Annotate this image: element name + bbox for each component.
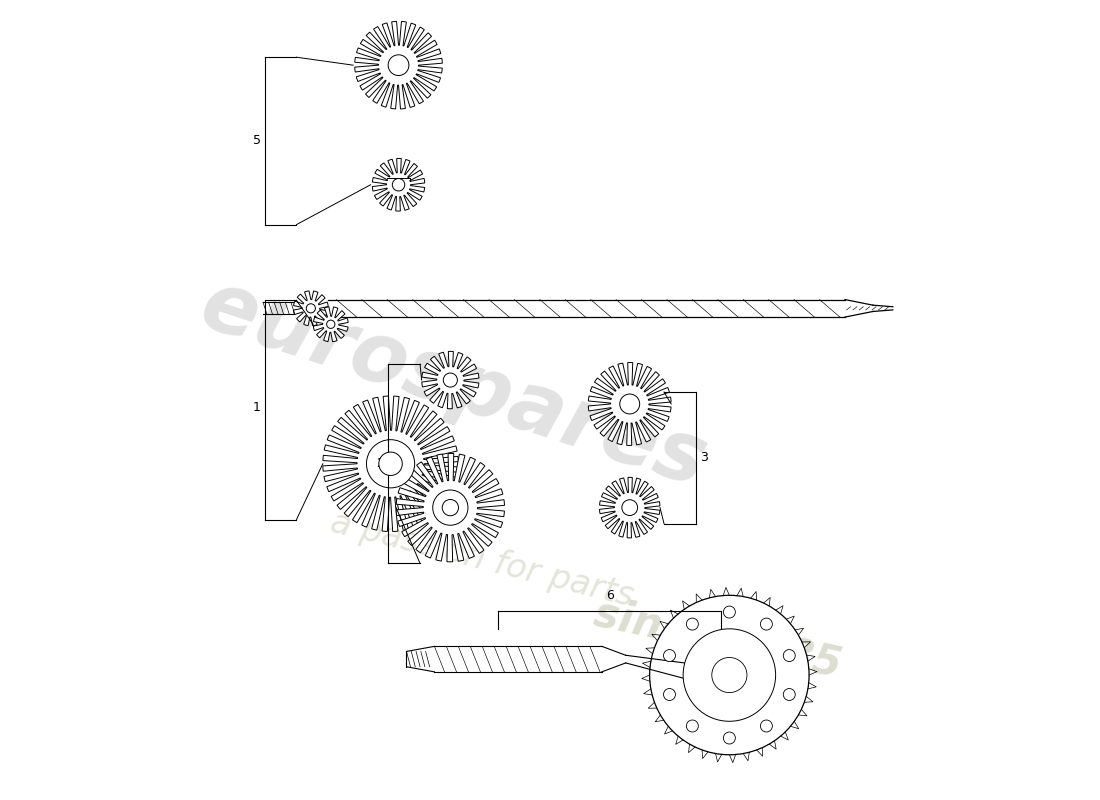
Circle shape [432, 490, 468, 526]
Text: 6: 6 [606, 589, 614, 602]
Circle shape [686, 720, 698, 732]
Circle shape [686, 618, 698, 630]
Polygon shape [588, 362, 671, 446]
Polygon shape [396, 454, 505, 562]
Circle shape [619, 394, 640, 414]
Circle shape [663, 650, 675, 662]
Circle shape [442, 499, 459, 516]
Circle shape [378, 452, 403, 475]
Polygon shape [314, 307, 349, 342]
Circle shape [650, 595, 810, 754]
Polygon shape [421, 351, 478, 409]
Circle shape [724, 732, 736, 744]
Circle shape [663, 689, 675, 701]
Polygon shape [294, 291, 328, 326]
Circle shape [437, 494, 464, 522]
Circle shape [443, 373, 458, 387]
Circle shape [783, 650, 795, 662]
Text: 2: 2 [376, 458, 384, 470]
Circle shape [712, 658, 747, 693]
Circle shape [724, 606, 736, 618]
Circle shape [760, 618, 772, 630]
Circle shape [366, 440, 415, 488]
Polygon shape [354, 22, 442, 109]
Polygon shape [372, 158, 425, 211]
Circle shape [783, 689, 795, 701]
Circle shape [373, 446, 408, 481]
Circle shape [327, 320, 334, 329]
Text: since 1985: since 1985 [590, 593, 845, 686]
Polygon shape [322, 396, 459, 531]
Circle shape [393, 178, 405, 191]
Text: 1: 1 [253, 402, 261, 414]
Text: eurospares: eurospares [191, 264, 717, 504]
Text: a passion for parts: a passion for parts [327, 506, 637, 613]
Circle shape [760, 720, 772, 732]
Text: 5: 5 [253, 134, 261, 147]
Circle shape [621, 500, 638, 515]
Circle shape [388, 55, 409, 75]
Circle shape [306, 304, 316, 313]
Polygon shape [600, 478, 660, 538]
Text: 3: 3 [700, 451, 707, 464]
Circle shape [683, 629, 776, 722]
